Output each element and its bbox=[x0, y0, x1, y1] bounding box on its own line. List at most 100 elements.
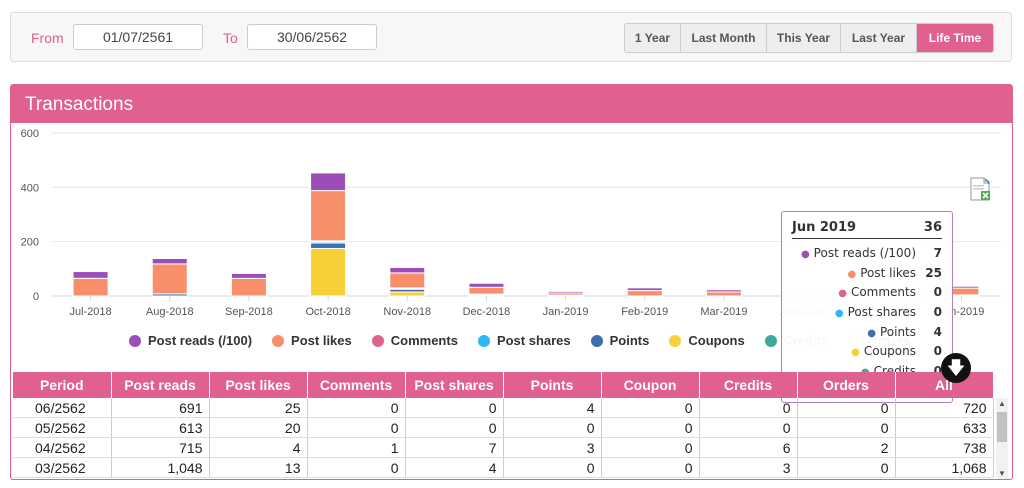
bar-segment[interactable] bbox=[72, 277, 109, 297]
bar-segment[interactable] bbox=[151, 258, 188, 265]
legend-item[interactable]: Post likes bbox=[272, 333, 352, 348]
legend-item[interactable]: Post shares bbox=[477, 333, 571, 348]
table-cell: 1,048 bbox=[111, 457, 210, 478]
table-header-cell[interactable]: Credits bbox=[699, 372, 798, 398]
range-last-month-button[interactable]: Last Month bbox=[681, 24, 767, 52]
bar-segment[interactable] bbox=[389, 291, 426, 297]
tooltip-series-name: Points bbox=[879, 324, 916, 339]
bar-segment[interactable] bbox=[230, 272, 267, 279]
table-cell: 0 bbox=[797, 398, 896, 418]
legend-item[interactable]: Post reads (/100) bbox=[129, 333, 252, 348]
table-cell: 3 bbox=[699, 457, 798, 478]
legend-item[interactable]: Points bbox=[590, 333, 649, 348]
table-cell: 613 bbox=[111, 417, 210, 438]
bar-segment[interactable] bbox=[310, 242, 347, 249]
table-cell: 0 bbox=[503, 457, 602, 478]
table-row: 04/2562 715 4 1 7 3 0 6 2 738 bbox=[13, 437, 994, 458]
bar-segment[interactable] bbox=[389, 272, 426, 289]
tooltip-series-name: Coupons bbox=[863, 344, 916, 359]
legend-item[interactable]: Coupons bbox=[669, 333, 745, 348]
table-cell: 1 bbox=[307, 437, 406, 458]
scroll-down-button-icon[interactable]: 🡇 bbox=[941, 353, 971, 383]
table-header-cell[interactable]: Post reads bbox=[111, 372, 210, 398]
legend-label: Post shares bbox=[496, 333, 571, 348]
excel-export-icon[interactable] bbox=[968, 177, 992, 201]
scroll-up-arrow-icon[interactable]: ▲ bbox=[998, 399, 1006, 408]
transactions-table: Period Post reads Post likes Comments Post s… bbox=[13, 372, 994, 478]
tooltip-series-name: Post reads (/100) bbox=[813, 245, 916, 260]
bar-segment[interactable] bbox=[72, 271, 109, 279]
legend-dot-icon bbox=[477, 334, 490, 347]
table-header-cell[interactable]: Orders bbox=[797, 372, 896, 398]
bar-segment[interactable] bbox=[468, 282, 505, 288]
bar-segment[interactable] bbox=[547, 290, 584, 294]
bar-segment[interactable] bbox=[389, 266, 426, 274]
x-tick-label: Oct-2018 bbox=[305, 306, 350, 318]
y-tick-label: 0 bbox=[33, 291, 39, 303]
table-header-cell[interactable]: Post likes bbox=[209, 372, 308, 398]
tooltip-total: 36 bbox=[923, 220, 942, 235]
table-cell: 3 bbox=[503, 437, 602, 458]
period-cell: 05/2562 bbox=[13, 417, 112, 438]
bar-segment[interactable] bbox=[705, 289, 742, 293]
range-1-year-button[interactable]: 1 Year bbox=[625, 24, 681, 52]
tooltip-series-value: 4 bbox=[933, 324, 942, 339]
bar-segment[interactable] bbox=[626, 290, 663, 297]
tooltip-series-value: 0 bbox=[933, 304, 942, 319]
table-cell: 25 bbox=[209, 398, 308, 418]
table-cell: 13 bbox=[209, 457, 308, 478]
table-row: 06/2562 691 25 0 0 4 0 0 0 720 bbox=[13, 398, 994, 418]
transactions-chart: 0 200 400 600 Jul-2018 Aug-2018 Sep-2018 Oct-20… bbox=[11, 123, 1012, 403]
bar-segment[interactable] bbox=[705, 291, 742, 297]
table-cell: 7 bbox=[405, 437, 504, 458]
table-cell: 0 bbox=[405, 417, 504, 438]
legend-dot-icon bbox=[371, 334, 384, 347]
tooltip-row: ● Points 4 bbox=[792, 322, 942, 342]
bar-segment[interactable] bbox=[230, 277, 267, 297]
legend-label: Post likes bbox=[291, 333, 352, 348]
tooltip-row: ● Post reads (/100) 7 bbox=[792, 243, 942, 263]
table-cell: 0 bbox=[307, 417, 406, 438]
range-life-time-button[interactable]: Life Time bbox=[917, 24, 993, 52]
table-cell: 691 bbox=[111, 398, 210, 418]
to-date-input[interactable]: 30/06/2562 bbox=[247, 24, 377, 50]
bar-segment[interactable] bbox=[310, 172, 347, 192]
y-tick-label: 400 bbox=[21, 182, 39, 194]
tooltip-series-name: Post shares bbox=[847, 304, 916, 319]
bar-segment[interactable] bbox=[310, 247, 347, 297]
legend-item[interactable]: Comments bbox=[371, 333, 458, 348]
table-cell: 0 bbox=[503, 417, 602, 438]
table-cell: 715 bbox=[111, 437, 210, 458]
table-header-cell[interactable]: Comments bbox=[307, 372, 406, 398]
table-cell: 0 bbox=[699, 417, 798, 438]
from-date-input[interactable]: 01/07/2561 bbox=[73, 24, 203, 50]
date-filter-bar: From 01/07/2561 To 30/06/2562 1 Year Las… bbox=[10, 12, 1012, 62]
table-header-cell[interactable]: Period bbox=[13, 372, 112, 398]
x-tick-label: Aug-2018 bbox=[146, 306, 194, 318]
bar-segment[interactable] bbox=[468, 286, 505, 295]
bar-segment[interactable] bbox=[310, 190, 347, 242]
bar-segment[interactable] bbox=[151, 263, 188, 295]
table-header-cell[interactable]: Points bbox=[503, 372, 602, 398]
table-cell: 0 bbox=[307, 457, 406, 478]
x-tick-label: Jan-2019 bbox=[543, 306, 589, 318]
table-row: 05/2562 613 20 0 0 0 0 0 0 633 bbox=[13, 417, 994, 438]
to-label: To bbox=[223, 30, 238, 46]
bar-segment[interactable] bbox=[626, 287, 663, 292]
table-cell: 0 bbox=[601, 417, 700, 438]
table-scrollbar[interactable]: ▲ ▼ bbox=[996, 398, 1008, 479]
table-cell: 0 bbox=[601, 398, 700, 418]
table-header-cell[interactable]: Post shares bbox=[405, 372, 504, 398]
table-cell: 0 bbox=[797, 417, 896, 438]
panel-title: Transactions bbox=[11, 85, 1012, 123]
range-this-year-button[interactable]: This Year bbox=[767, 24, 841, 52]
scroll-down-arrow-icon[interactable]: ▼ bbox=[998, 469, 1006, 478]
period-cell: 03/2562 bbox=[13, 457, 112, 478]
tooltip-dot-icon: ● bbox=[851, 347, 860, 359]
y-tick-label: 600 bbox=[21, 128, 39, 140]
table-header-cell[interactable]: Coupon bbox=[601, 372, 700, 398]
table-cell: 4 bbox=[405, 457, 504, 478]
range-last-year-button[interactable]: Last Year bbox=[841, 24, 917, 52]
scroll-thumb[interactable] bbox=[997, 412, 1007, 442]
period-cell: 06/2562 bbox=[13, 398, 112, 418]
